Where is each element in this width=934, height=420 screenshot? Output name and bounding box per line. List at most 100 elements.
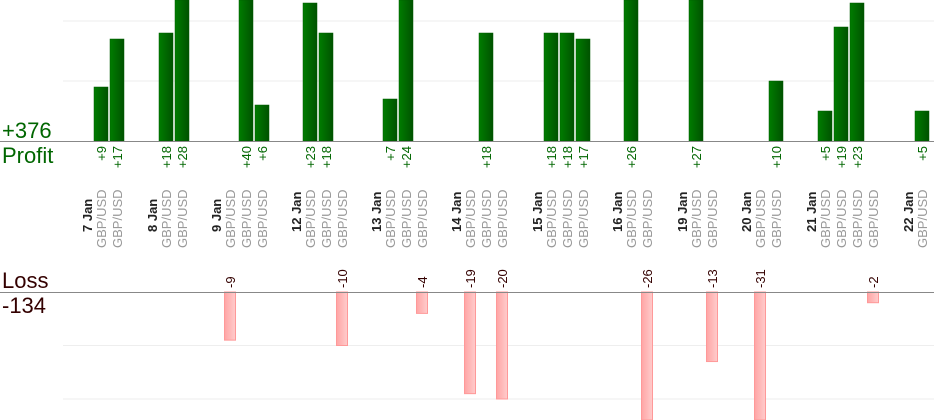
profit-bar xyxy=(914,110,930,142)
loss-value-label: -9 xyxy=(223,276,238,288)
symbol-label: GBP/USD xyxy=(223,189,238,248)
loss-bar xyxy=(754,291,766,420)
loss-value-label: -20 xyxy=(495,269,510,288)
loss-bar xyxy=(464,291,476,395)
symbol-label: GBP/USD xyxy=(576,189,591,248)
profit-bar xyxy=(238,0,254,142)
date-label: 13 Jan xyxy=(369,191,384,232)
symbol-label: GBP/USD xyxy=(915,189,930,248)
profit-value-label: +7 xyxy=(383,146,398,161)
profit-bar xyxy=(849,2,865,142)
profit-bar xyxy=(543,32,559,142)
profit-bar xyxy=(382,98,398,142)
loss-bar xyxy=(706,291,718,363)
loss-bar xyxy=(416,291,428,314)
symbol-label: GBP/USD xyxy=(866,189,881,248)
symbol-label: GBP/USD xyxy=(383,189,398,248)
profit-bar xyxy=(93,86,109,142)
date-label: 19 Jan xyxy=(675,191,690,232)
profit-value-label: +18 xyxy=(479,146,494,168)
profit-value-label: +18 xyxy=(544,146,559,168)
profit-value-label: +17 xyxy=(110,146,125,168)
date-label: 12 Jan xyxy=(289,191,304,232)
symbol-label: GBP/USD xyxy=(479,189,494,248)
date-label: 14 Jan xyxy=(449,191,464,232)
loss-label: Loss xyxy=(2,268,48,293)
loss-value-label: -19 xyxy=(463,269,478,288)
symbol-label: GBP/USD xyxy=(110,189,125,248)
loss-value-label: -4 xyxy=(415,276,430,288)
profit-value-label: +28 xyxy=(175,146,190,168)
loss-value-label: -10 xyxy=(335,269,350,288)
symbol-label: GBP/USD xyxy=(560,189,575,248)
symbol-label: GBP/USD xyxy=(415,189,430,248)
profit-value-label: +18 xyxy=(159,146,174,168)
profit-bar xyxy=(575,38,591,142)
profit-value-label: +40 xyxy=(239,146,254,168)
date-label: 9 Jan xyxy=(209,199,224,232)
loss-value-label: -2 xyxy=(866,276,881,288)
date-label: 22 Jan xyxy=(901,191,916,232)
profit-bar xyxy=(398,0,414,142)
symbol-label: GBP/USD xyxy=(705,189,720,248)
profit-label: Profit xyxy=(2,143,53,168)
symbol-label: GBP/USD xyxy=(753,189,768,248)
profit-bar xyxy=(174,0,190,142)
symbol-label: GBP/USD xyxy=(175,189,190,248)
symbol-label: GBP/USD xyxy=(463,189,478,248)
date-label: 7 Jan xyxy=(80,199,95,232)
profit-bar xyxy=(623,0,639,142)
profit-bar xyxy=(478,32,494,142)
symbol-label: GBP/USD xyxy=(303,189,318,248)
symbol-label: GBP/USD xyxy=(624,189,639,248)
profit-value-label: +19 xyxy=(834,146,849,168)
profit-value-label: +24 xyxy=(399,146,414,168)
symbol-label: GBP/USD xyxy=(94,189,109,248)
loss-bar xyxy=(641,291,653,420)
symbol-label: GBP/USD xyxy=(159,189,174,248)
profit-value-label: +17 xyxy=(576,146,591,168)
symbol-label: GBP/USD xyxy=(769,189,784,248)
symbol-label: GBP/USD xyxy=(255,189,270,248)
symbol-label: GBP/USD xyxy=(335,189,350,248)
loss-bar xyxy=(496,291,508,400)
symbol-label: GBP/USD xyxy=(850,189,865,248)
profit-value-label: +26 xyxy=(624,146,639,168)
profit-value-label: +5 xyxy=(915,146,930,161)
symbol-label: GBP/USD xyxy=(640,189,655,248)
profit-bar xyxy=(559,32,575,142)
symbol-label: GBP/USD xyxy=(544,189,559,248)
symbol-label: GBP/USD xyxy=(834,189,849,248)
profit-value-label: +27 xyxy=(689,146,704,168)
profit-bar xyxy=(817,110,833,142)
profit-value-label: +6 xyxy=(255,146,270,161)
date-label: 15 Jan xyxy=(530,191,545,232)
profit-bar xyxy=(254,104,270,142)
date-label: 8 Jan xyxy=(145,199,160,232)
profit-bar xyxy=(768,80,784,142)
profit-value-label: +10 xyxy=(769,146,784,168)
symbol-label: GBP/USD xyxy=(399,189,414,248)
profit-bar xyxy=(318,32,334,142)
loss-bar xyxy=(336,291,348,346)
loss-bar xyxy=(867,291,879,304)
profit-bar xyxy=(109,38,125,142)
profit-value-label: +9 xyxy=(94,146,109,161)
profit-value-label: +23 xyxy=(850,146,865,168)
profit-bar xyxy=(302,2,318,142)
profit-total: +376 xyxy=(2,118,52,143)
loss-total: -134 xyxy=(2,293,46,318)
profit-bar xyxy=(158,32,174,142)
symbol-label: GBP/USD xyxy=(495,189,510,248)
date-label: 16 Jan xyxy=(610,191,625,232)
profit-bar xyxy=(688,0,704,142)
profit-value-label: +18 xyxy=(560,146,575,168)
profit-value-label: +18 xyxy=(319,146,334,168)
profit-bar xyxy=(833,26,849,142)
symbol-label: GBP/USD xyxy=(319,189,334,248)
symbol-label: GBP/USD xyxy=(239,189,254,248)
loss-value-label: -26 xyxy=(640,269,655,288)
loss-value-label: -13 xyxy=(705,269,720,288)
profit-value-label: +5 xyxy=(818,146,833,161)
